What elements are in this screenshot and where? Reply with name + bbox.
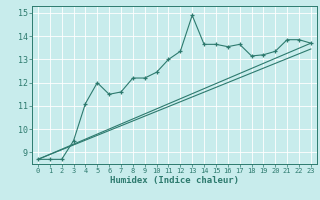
X-axis label: Humidex (Indice chaleur): Humidex (Indice chaleur) [110,176,239,185]
